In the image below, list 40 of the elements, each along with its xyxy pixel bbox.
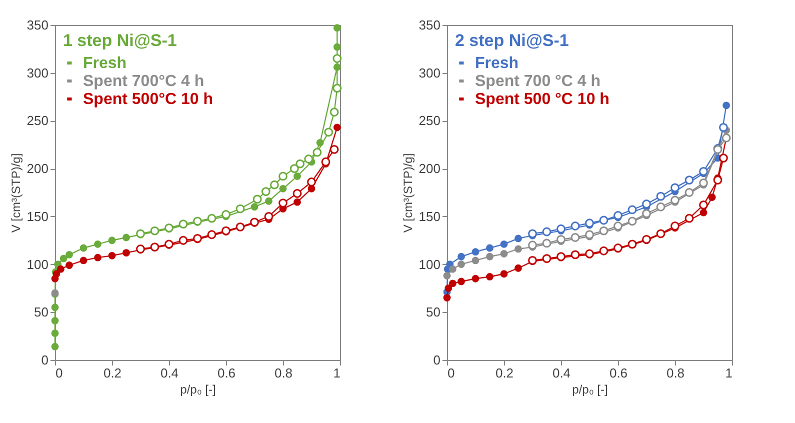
legend-label: Spent 500 °C 10 h <box>475 91 610 108</box>
x-tick-label: 0 <box>56 366 63 380</box>
y-tick-label: 200 <box>418 161 440 176</box>
y-tick-label: 250 <box>26 113 48 128</box>
y-axis-title: V [cm³(STP)/g] <box>400 153 415 233</box>
legend-label: Spent 500°C 10 h <box>83 91 213 108</box>
y-tick-label: 300 <box>418 65 440 80</box>
x-tick-label: 0.6 <box>609 366 628 380</box>
y-tick-label: 250 <box>418 113 440 128</box>
x-tick-label: 0.8 <box>666 366 685 380</box>
x-tick-label: 1 <box>725 366 732 380</box>
legend-title: 2 step Ni@S-1 <box>455 31 569 50</box>
y-axis-title: V [cm³(STP)/g] <box>8 153 23 233</box>
y-tick-label: 150 <box>26 208 48 224</box>
legend-label: Spent 700 °C 4 h <box>475 73 601 90</box>
y-tick-label: 50 <box>34 304 48 320</box>
x-tick-label: 0.4 <box>160 366 179 380</box>
x-axis-title: p/p₀ [-] <box>180 382 216 396</box>
legend-label: Fresh <box>475 55 519 72</box>
x-tick-label: 0.2 <box>495 366 514 380</box>
legend-label: Spent 700°C 4 h <box>83 73 204 90</box>
y-tick-label: 50 <box>426 304 440 320</box>
y-tick-label: 100 <box>418 256 440 272</box>
legend-label: Fresh <box>83 55 127 72</box>
x-tick-label: 0 <box>448 366 455 380</box>
y-tick-label: 150 <box>418 208 440 224</box>
y-tick-label: 200 <box>26 161 48 176</box>
y-tick-label: 300 <box>26 65 48 80</box>
x-tick-label: 0.4 <box>552 366 571 380</box>
x-tick-label: 0.6 <box>217 366 236 380</box>
x-tick-label: 0.8 <box>274 366 293 380</box>
y-tick-label: 0 <box>41 352 48 368</box>
x-axis-title: p/p₀ [-] <box>572 382 608 396</box>
y-tick-label: 350 <box>418 18 440 32</box>
y-tick-label: 100 <box>26 256 48 272</box>
legend-title: 1 step Ni@S-1 <box>63 31 177 50</box>
y-tick-label: 0 <box>433 352 440 368</box>
x-tick-label: 1 <box>333 366 340 380</box>
x-tick-label: 0.2 <box>103 366 122 380</box>
y-tick-label: 350 <box>26 18 48 32</box>
